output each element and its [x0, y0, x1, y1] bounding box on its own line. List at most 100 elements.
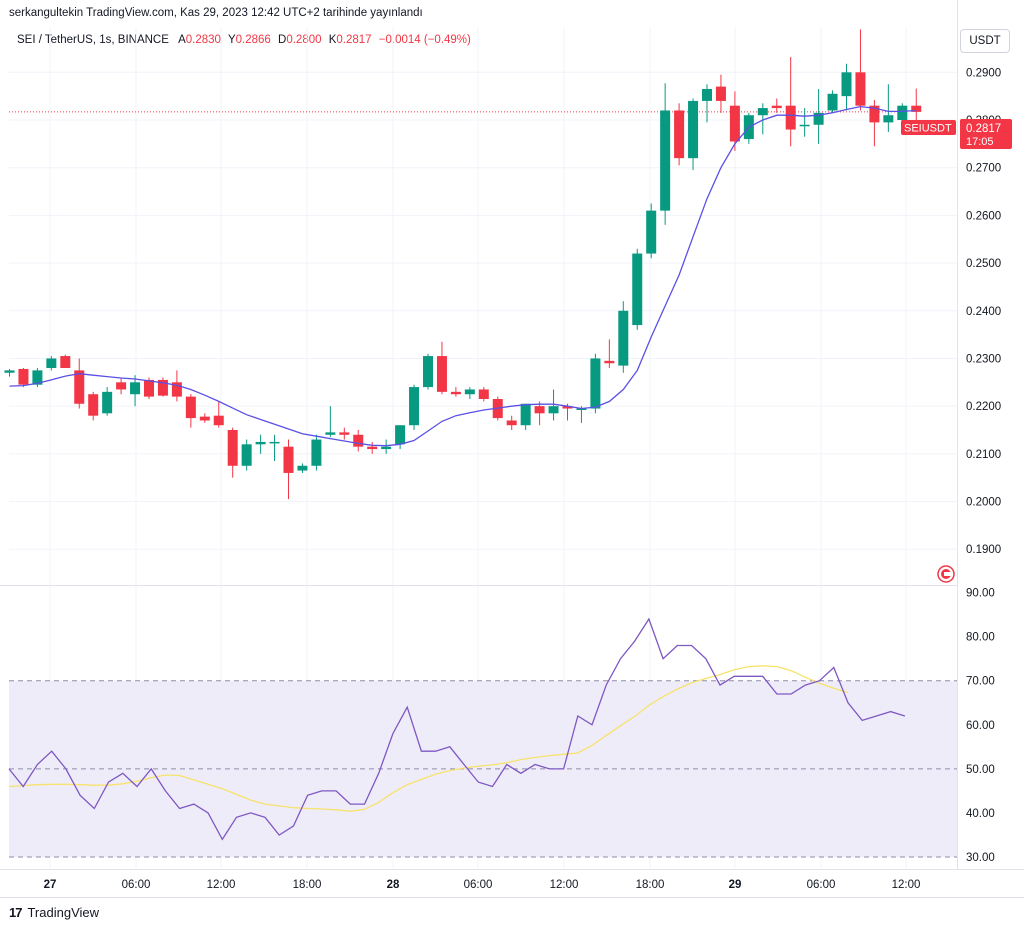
candle-body — [102, 391, 113, 414]
time-axis-label: 12:00 — [207, 879, 236, 891]
candle-body — [157, 379, 168, 396]
candle-body — [534, 406, 545, 414]
candle-body — [4, 370, 15, 373]
price-axis-label: 0.2500 — [966, 258, 1001, 270]
time-axis-label: 12:00 — [892, 879, 921, 891]
candle-body — [590, 358, 601, 409]
candle-body — [213, 415, 224, 426]
candle-body — [506, 420, 517, 426]
candle-body — [897, 105, 908, 120]
time-axis-label: 06:00 — [464, 879, 493, 891]
rsi-line — [8, 617, 906, 841]
candle-body — [562, 406, 573, 409]
time-axis-label: 28 — [387, 879, 400, 891]
candle-body — [74, 370, 85, 404]
candle-body — [450, 391, 461, 395]
candle-body — [409, 387, 420, 426]
time-axis-label: 06:00 — [122, 879, 151, 891]
candle-body — [325, 432, 336, 435]
candle-body — [464, 389, 475, 395]
candle-body — [548, 406, 559, 414]
tradingview-logo-icon: 17 — [9, 905, 23, 920]
time-axis-label: 27 — [44, 879, 57, 891]
candle-body — [46, 358, 57, 368]
candle-body — [799, 124, 810, 127]
rsi-axis-label: 90.00 — [966, 588, 995, 600]
candle-body — [618, 310, 629, 366]
price-tag-bg — [960, 119, 1012, 149]
candle-body — [227, 430, 238, 466]
time-axis-label: 06:00 — [807, 879, 836, 891]
price-tag-value: 0.2817 — [966, 123, 1001, 135]
candle-body — [185, 396, 196, 419]
rsi-axis-label: 70.00 — [966, 676, 995, 688]
open-value: 0.2830 — [185, 34, 221, 46]
time-axis-label: 18:00 — [636, 879, 665, 891]
time-axis-label: 12:00 — [550, 879, 579, 891]
rsi-axis-label: 80.00 — [966, 632, 995, 644]
candle-body — [241, 444, 252, 466]
candle-body — [339, 432, 350, 435]
close-label: K — [328, 34, 337, 46]
candle-body — [255, 441, 266, 445]
symbol-tag-bg — [901, 120, 956, 135]
candle-body — [199, 416, 210, 421]
open-label: A — [178, 34, 186, 46]
candle-body — [757, 108, 768, 116]
flag-icon[interactable] — [937, 565, 955, 583]
candle-body — [520, 403, 531, 426]
time-axis-label: 29 — [729, 879, 742, 891]
candle-body — [423, 356, 433, 388]
candle-body — [869, 105, 880, 123]
candle-body — [116, 382, 127, 390]
moving-average-line — [9, 105, 917, 447]
candle-body — [436, 356, 447, 392]
price-axis-label: 0.1900 — [966, 544, 1001, 556]
symbol-name[interactable]: SEI / TetherUS, 1s, BINANCE — [17, 34, 169, 46]
published-info: serkangultekin TradingView.com, Kas 29, … — [9, 7, 423, 19]
price-tag-countdown: 17:05 — [966, 136, 994, 148]
footer-brand[interactable]: TradingView — [27, 905, 100, 920]
rsi-ma-line — [8, 665, 849, 812]
candle-body — [171, 382, 182, 397]
price-axis-label: 0.2900 — [966, 67, 1001, 79]
currency-button[interactable]: USDT — [960, 29, 1010, 53]
price-axis-label: 0.2000 — [966, 497, 1001, 509]
candle-body — [660, 110, 671, 211]
candle-body — [88, 394, 99, 416]
candle-body — [18, 368, 29, 385]
candle-body — [715, 86, 726, 101]
chart-canvas[interactable]: 0.2900 0.2800 0.2700 0.2600 0.2500 0.2400 0.23… — [0, 0, 1024, 900]
candle-body — [771, 105, 782, 109]
candle-body — [353, 434, 364, 447]
symbol-tag-text: SEIUSDT — [904, 123, 952, 135]
candle-body — [674, 110, 685, 159]
rsi-pane — [8, 617, 957, 858]
candle-body — [646, 210, 657, 254]
rsi-background-band — [9, 680, 957, 857]
candle-body — [729, 105, 740, 142]
price-axis-label: 0.2600 — [966, 210, 1001, 222]
price-axis-label: 0.2200 — [966, 401, 1001, 413]
high-value: 0.2866 — [235, 34, 271, 46]
candle-body — [632, 253, 643, 326]
low-label: D — [278, 34, 287, 46]
candle-body — [604, 360, 615, 364]
candle-body — [911, 105, 922, 112]
candle-body — [32, 370, 43, 385]
candle-body — [381, 446, 392, 450]
price-axis-label: 0.2700 — [966, 163, 1001, 175]
candle-body — [785, 105, 796, 130]
rsi-axis-label: 60.00 — [966, 720, 995, 732]
price-pane — [4, 29, 922, 500]
footer: 17 TradingView — [9, 905, 99, 920]
candle-body — [883, 115, 894, 123]
candle-body — [297, 465, 308, 471]
rsi-axis-label: 30.00 — [966, 852, 995, 864]
candle-body — [702, 89, 712, 101]
candle-body — [367, 446, 378, 450]
high-label: Y — [227, 34, 236, 46]
candle-body — [269, 441, 280, 444]
candle-body — [576, 408, 587, 411]
price-axis-label: 0.2300 — [966, 353, 1001, 365]
